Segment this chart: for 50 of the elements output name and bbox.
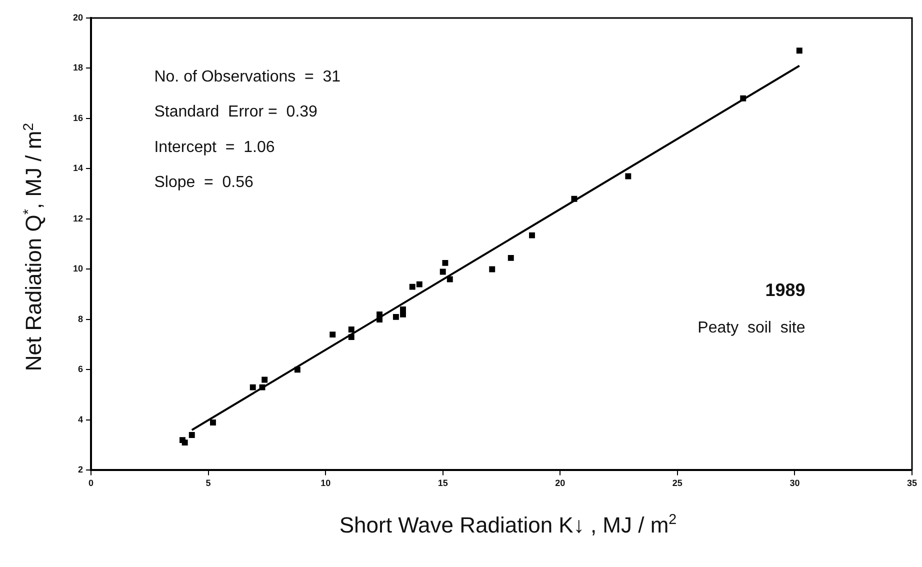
x-tick-label: 15 [438,478,448,488]
point [330,332,336,338]
annotation: 1989 [765,280,806,300]
point [294,366,300,373]
x-tick-label: 35 [906,478,918,488]
annotation: No. of Observations = 31 [154,68,341,86]
point [442,260,448,266]
point [489,266,496,272]
annotation: Standard Error = 0.39 [154,104,318,121]
x-tick-label: 20 [555,478,566,488]
x-tick-label: 5 [206,478,211,488]
annotation: Slope = 0.56 [154,174,254,192]
point [392,314,399,320]
x-tick-label: 30 [790,478,800,488]
point [416,281,422,288]
point [796,48,802,54]
point [625,173,632,180]
point [182,440,188,446]
y-tick-label: 6 [78,364,84,374]
point [348,334,354,340]
x-axis-title: Short Wave Radiation K↓ , MJ / m$^{2}$ [338,512,678,538]
y-tick-label: 20 [72,12,84,22]
y-tick-label: 14 [72,163,84,174]
x-tick-label: 0 [88,478,94,488]
y-tick-label: 16 [72,112,84,123]
point [440,268,446,275]
point [348,326,354,332]
point [259,384,266,390]
point [740,95,746,102]
point [250,384,256,390]
annotation: Intercept = 1.06 [154,138,275,156]
point [571,196,578,202]
point [508,254,514,261]
point [262,376,268,383]
annotation: Peaty soil site [698,319,806,336]
point [210,419,216,426]
y-tick-label: 2 [78,464,84,475]
y-tick-label: 8 [78,314,84,324]
point [188,432,195,438]
point [376,316,383,322]
x-tick-label: 10 [320,478,331,488]
y-tick-label: 18 [72,62,84,73]
point [409,284,416,290]
y-tick-label: 4 [78,414,84,424]
point [529,232,535,238]
y-tick-label: 12 [72,213,84,224]
point [446,276,453,282]
y-tick-label: 10 [72,264,84,274]
point [400,306,406,312]
x-tick-label: 25 [672,478,682,488]
